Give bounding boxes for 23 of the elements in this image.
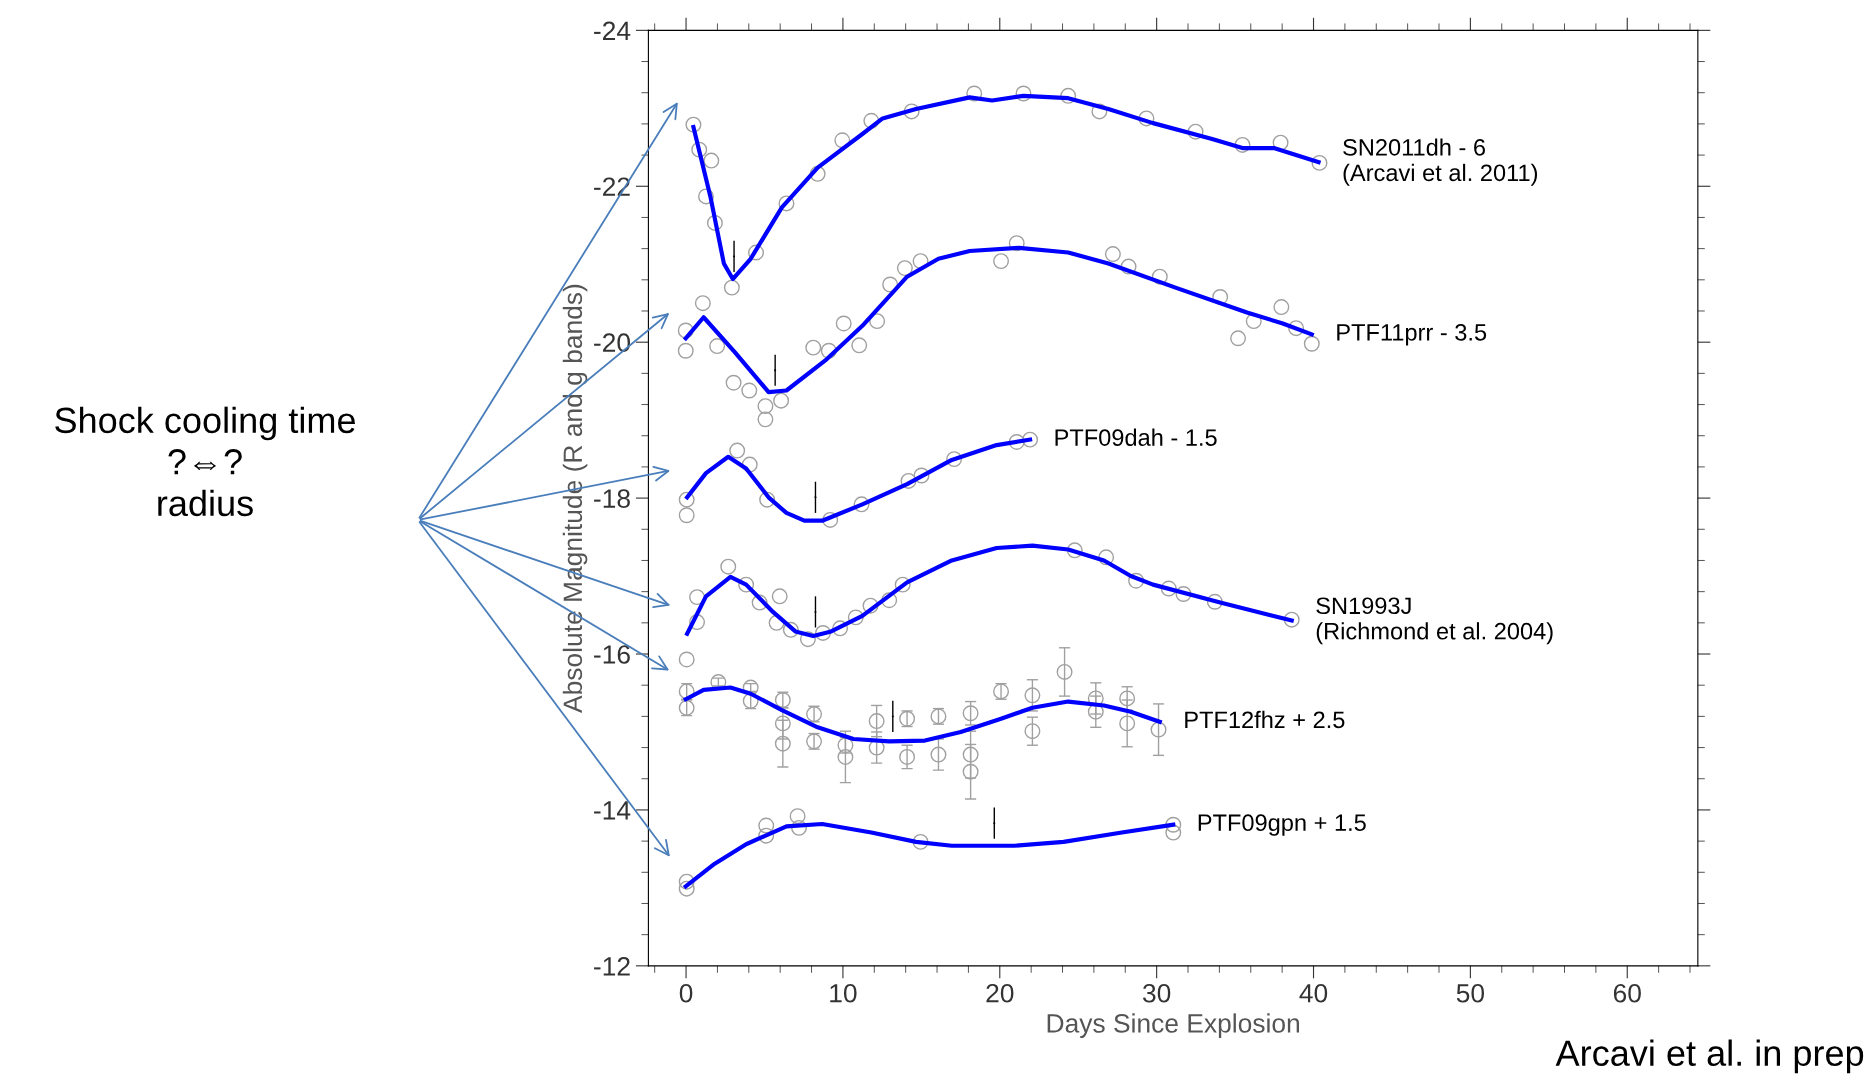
x-tick-label: 60 xyxy=(1613,983,1641,1003)
x-tick-label: 0 xyxy=(679,983,693,1003)
text: Arcavi et al. in prep xyxy=(1555,1039,1864,1074)
series-label: PTF09dah - 1.5 xyxy=(1055,428,1217,446)
y-tick-label: -14 xyxy=(594,801,631,820)
y-tick-label: -18 xyxy=(594,489,630,508)
series-label: PTF09gpn + 1.5 xyxy=(1198,814,1366,836)
y-tick-label: -12 xyxy=(594,956,630,976)
series-label: PTF12fhz + 2.5 xyxy=(1185,710,1345,729)
x-tick-label: 10 xyxy=(830,983,857,1003)
series-label: PTF11prr - 3.5 xyxy=(1337,324,1487,346)
text: Shock cooling time ?⇔? radius xyxy=(55,406,355,517)
x-axis-title: Days Since Explosion xyxy=(1047,1013,1300,1038)
series-label: SN2011dh - 6 (Arcavi et al. 2011) xyxy=(1343,138,1538,186)
y-tick-label: -16 xyxy=(594,645,630,664)
series-label: SN1993J (Richmond et al. 2004) xyxy=(1316,597,1553,645)
x-tick-label: 40 xyxy=(1299,983,1328,1003)
x-tick-label: 30 xyxy=(1142,983,1171,1003)
x-tick-label: 20 xyxy=(986,983,1014,1003)
y-tick-label: -24 xyxy=(594,21,631,40)
y-axis-title: Absolute Magnitude (R and g bands) xyxy=(562,284,588,713)
y-tick-label: -20 xyxy=(594,333,631,352)
x-tick-label: 50 xyxy=(1456,983,1485,1003)
